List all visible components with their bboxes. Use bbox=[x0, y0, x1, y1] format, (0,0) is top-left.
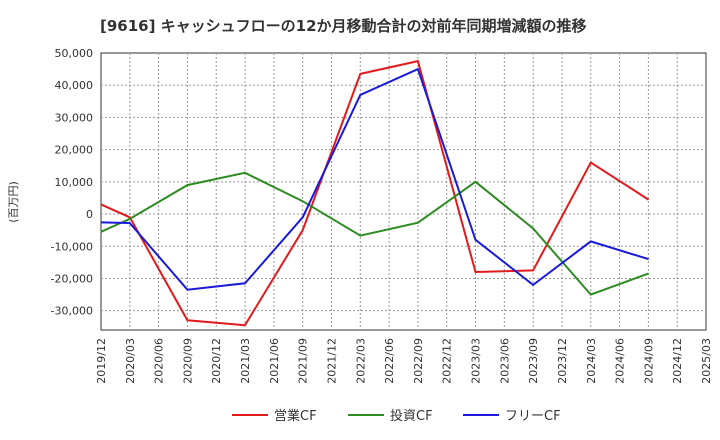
x-tick-label: 2019/12 bbox=[95, 338, 108, 384]
x-tick-label: 2024/03 bbox=[585, 338, 598, 384]
data-point bbox=[129, 218, 131, 220]
data-point bbox=[100, 203, 102, 205]
data-point bbox=[186, 319, 188, 321]
y-tick-label: 40,000 bbox=[55, 79, 94, 92]
data-point bbox=[417, 68, 419, 70]
plot-area bbox=[100, 52, 707, 331]
legend: 営業CF 投資CF フリーCF bbox=[232, 408, 561, 424]
data-point bbox=[475, 181, 477, 183]
x-tick-label: 2024/12 bbox=[671, 338, 684, 384]
chart-title: [9616] キャッシュフローの12か月移動合計の対前年同期増減額の推移 bbox=[100, 17, 587, 35]
data-point bbox=[532, 269, 534, 271]
data-point bbox=[417, 60, 419, 62]
data-point bbox=[647, 258, 649, 260]
x-tick-label: 2022/06 bbox=[383, 338, 396, 384]
data-point bbox=[244, 324, 246, 326]
legend-label: 営業CF bbox=[274, 408, 317, 424]
x-tick-label: 2022/03 bbox=[354, 338, 367, 384]
data-point bbox=[302, 200, 304, 202]
y-tick-label: 0 bbox=[86, 208, 93, 221]
data-point bbox=[647, 199, 649, 201]
data-point bbox=[100, 231, 102, 233]
legend-label: 投資CF bbox=[390, 408, 433, 424]
x-tick-label: 2020/06 bbox=[153, 338, 166, 384]
data-point bbox=[647, 273, 649, 275]
data-point bbox=[475, 239, 477, 241]
legend-label: フリーCF bbox=[505, 409, 561, 424]
data-point bbox=[186, 184, 188, 186]
x-tick-label: 2024/09 bbox=[642, 338, 655, 384]
data-point bbox=[359, 235, 361, 237]
data-point bbox=[244, 282, 246, 284]
data-point bbox=[129, 222, 131, 224]
y-tick-label: -30,000 bbox=[51, 305, 93, 318]
x-tick-label: 2023/12 bbox=[556, 338, 569, 384]
x-tick-label: 2021/12 bbox=[325, 338, 338, 384]
data-point bbox=[302, 216, 304, 218]
x-tick-label: 2021/09 bbox=[297, 338, 310, 384]
x-tick-label: 2023/03 bbox=[470, 338, 483, 384]
data-point bbox=[532, 228, 534, 230]
data-point bbox=[100, 221, 102, 223]
data-point bbox=[359, 73, 361, 75]
data-point bbox=[302, 229, 304, 231]
series-lines bbox=[100, 59, 649, 327]
x-tick-label: 2021/06 bbox=[268, 338, 281, 384]
y-tick-label: 30,000 bbox=[55, 111, 94, 124]
y-tick-label: 10,000 bbox=[55, 176, 94, 189]
x-tick-label: 2024/06 bbox=[614, 338, 627, 384]
data-point bbox=[590, 240, 592, 242]
x-tick-label: 2023/06 bbox=[498, 338, 511, 384]
data-point bbox=[532, 284, 534, 286]
data-point bbox=[186, 289, 188, 291]
x-tick-label: 2023/09 bbox=[527, 338, 540, 384]
data-point bbox=[359, 94, 361, 96]
y-tick-label: 50,000 bbox=[55, 47, 94, 60]
data-point bbox=[590, 294, 592, 296]
data-point bbox=[590, 162, 592, 164]
y-tick-label: -20,000 bbox=[51, 272, 93, 285]
x-tick-label: 2022/12 bbox=[441, 338, 454, 384]
y-tick-label: 20,000 bbox=[55, 144, 94, 157]
x-tick-label: 2022/09 bbox=[412, 338, 425, 384]
x-tick-label: 2020/09 bbox=[181, 338, 194, 384]
data-point bbox=[417, 222, 419, 224]
data-point bbox=[129, 216, 131, 218]
x-axis-ticks: 2019/12 2020/03 2020/06 2020/09 2020/12 2021/… bbox=[95, 338, 713, 384]
data-point bbox=[244, 172, 246, 174]
y-axis-unit-label: (百万円) bbox=[7, 181, 20, 223]
data-point bbox=[475, 271, 477, 273]
x-tick-label: 2020/12 bbox=[210, 338, 223, 384]
x-tick-label: 2020/03 bbox=[124, 338, 137, 384]
y-axis-ticks: 50,000 40,000 30,000 20,000 10,000 0 -10,000 -2… bbox=[51, 47, 93, 318]
x-tick-label: 2025/03 bbox=[700, 338, 713, 384]
x-tick-label: 2021/03 bbox=[239, 338, 252, 384]
y-tick-label: -10,000 bbox=[51, 240, 93, 253]
